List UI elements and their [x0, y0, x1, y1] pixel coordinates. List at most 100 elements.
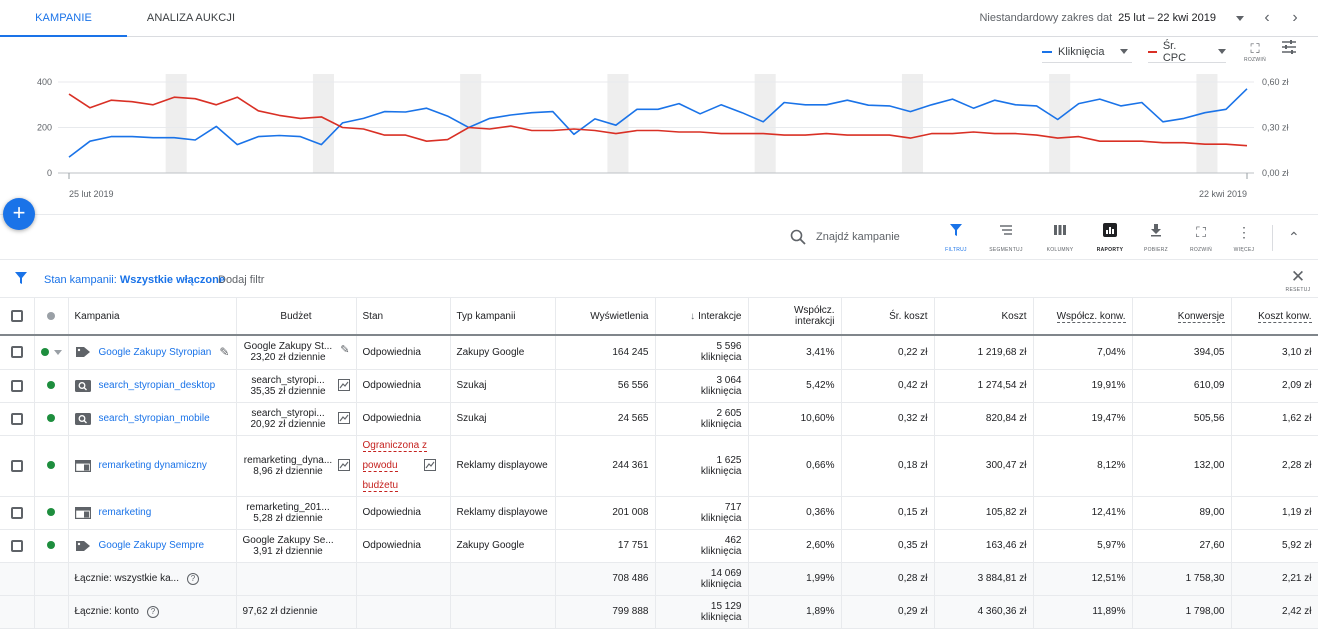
- interactions-cell: 5 596 kliknięcia: [655, 335, 749, 370]
- chart-settings-button[interactable]: [1274, 39, 1304, 58]
- conversions-cell: 610,09: [1132, 369, 1232, 403]
- search-input[interactable]: Znajdź kampanie: [816, 231, 900, 243]
- help-icon[interactable]: ?: [147, 605, 159, 618]
- columns-button[interactable]: KOLUMNY: [1040, 223, 1080, 253]
- active-filter-chip[interactable]: Stan kampanii: Wszystkie włączone: [44, 274, 225, 286]
- row-checkbox[interactable]: [10, 506, 23, 519]
- conversions-cell: 394,05: [1132, 335, 1232, 370]
- chart-expand-button[interactable]: ⛶ ROZWIŃ: [1240, 41, 1270, 63]
- campaign-type-cell: Reklamy displayowe: [450, 496, 556, 530]
- more-vert-icon: ⋮: [1237, 224, 1251, 240]
- row-status-cell: [34, 402, 69, 436]
- status-enabled-icon[interactable]: [47, 461, 55, 470]
- campaign-type-cell: Zakupy Google: [450, 529, 556, 563]
- campaign-name-link[interactable]: search_styropian_desktop: [98, 380, 216, 391]
- budget-name[interactable]: search_styropi...: [251, 407, 325, 419]
- status-enabled-icon[interactable]: [47, 508, 55, 517]
- date-range-picker[interactable]: Niestandardowy zakres dat 25 lut – 22 kw…: [979, 0, 1306, 36]
- pencil-icon[interactable]: ✎: [340, 344, 350, 357]
- header-avg-cost[interactable]: Śr. koszt: [841, 298, 935, 336]
- chevron-down-icon[interactable]: [1236, 15, 1244, 21]
- download-button[interactable]: POBIERZ: [1136, 223, 1176, 253]
- budget-name[interactable]: remarketing_201...: [246, 501, 330, 513]
- filter-button[interactable]: FILTRUJ: [936, 223, 976, 253]
- status-enabled-icon[interactable]: [47, 381, 55, 390]
- header-interactions[interactable]: ↓ Interakcje: [655, 298, 749, 336]
- table-toolbar: Znajdź kampanie FILTRUJ SEGMENTUJ KOLUMN…: [0, 214, 1318, 260]
- totals-conversions: 1 798,00: [1132, 595, 1232, 629]
- conv-rate-cell: 12,41%: [1033, 496, 1133, 530]
- header-interaction-rate[interactable]: Współcz. interakcji: [748, 298, 842, 336]
- reports-icon: [1090, 223, 1130, 241]
- budget-name[interactable]: search_styropi...: [251, 374, 325, 386]
- header-campaign-type[interactable]: Typ kampanii: [450, 298, 556, 336]
- header-cost[interactable]: Koszt: [934, 298, 1034, 336]
- table-expand-button[interactable]: ⛶ ROZWIŃ: [1181, 223, 1221, 253]
- trend-chart-icon[interactable]: [337, 411, 350, 427]
- campaign-name-link[interactable]: Google Zakupy Sempre: [98, 540, 205, 551]
- select-all-checkbox[interactable]: [10, 310, 23, 322]
- row-checkbox[interactable]: [10, 379, 23, 392]
- chevron-up-icon[interactable]: ⌃: [1288, 229, 1300, 245]
- reset-button[interactable]: ✕ RESETUJ: [1284, 267, 1312, 293]
- campaign-name-link[interactable]: search_styropian_mobile: [98, 413, 210, 424]
- header-conversions[interactable]: Konwersje: [1132, 298, 1232, 336]
- chevron-right-icon[interactable]: ›: [1292, 9, 1298, 26]
- status-cell: Odpowiednia: [356, 369, 451, 403]
- chevron-down-icon[interactable]: [1218, 49, 1226, 54]
- reports-button[interactable]: RAPORTY: [1090, 223, 1130, 253]
- campaign-name-link[interactable]: remarketing dynamiczny: [98, 460, 207, 471]
- date-range-label: Niestandardowy zakres dat: [979, 12, 1113, 24]
- campaigns-table: Kampania Budżet Stan Typ kampanii Wyświe…: [0, 298, 1318, 629]
- row-checkbox[interactable]: [10, 459, 23, 472]
- tab-campaigns[interactable]: KAMPANIE: [0, 0, 127, 37]
- header-status[interactable]: Stan: [356, 298, 451, 336]
- add-filter-link[interactable]: Dodaj filtr: [218, 274, 265, 286]
- status-limited[interactable]: Ograniczona z powodu budżetu: [362, 436, 444, 496]
- status-enabled-icon[interactable]: [47, 414, 55, 423]
- metric1-selector[interactable]: Kliknięcia: [1042, 41, 1132, 63]
- totals-cost-per-conv: 2,21 zł: [1231, 562, 1318, 596]
- avg-cost-cell: 0,18 zł: [841, 435, 935, 497]
- trend-chart-icon[interactable]: [337, 458, 350, 474]
- tab-auction-insights[interactable]: ANALIZA AUKCJI: [146, 12, 236, 24]
- trend-chart-icon[interactable]: [423, 458, 436, 474]
- metric2-selector[interactable]: Śr. CPC: [1148, 40, 1226, 64]
- interaction-rate-cell: 0,66%: [748, 435, 842, 497]
- header-budget[interactable]: Budżet: [236, 298, 357, 336]
- line-chart: 400 200 0 0,60 zł 0,30 zł 0,00 zł 25 lut 2019 2…: [37, 74, 1289, 199]
- add-campaign-button[interactable]: +: [3, 198, 35, 230]
- campaign-name-link[interactable]: remarketing: [98, 507, 152, 518]
- budget-name[interactable]: Google Zakupy St...: [243, 341, 333, 353]
- header-conv-rate[interactable]: Współcz. konw.: [1033, 298, 1133, 336]
- segment-button[interactable]: SEGMENTUJ: [986, 223, 1026, 253]
- totals-budget-cell: [236, 562, 357, 596]
- chevron-down-icon[interactable]: [1120, 49, 1129, 54]
- conversions-cell: 505,56: [1132, 402, 1232, 436]
- campaign-search[interactable]: Znajdź kampanie: [790, 229, 900, 245]
- row-checkbox[interactable]: [10, 412, 23, 425]
- chevron-down-icon[interactable]: [53, 349, 62, 355]
- weekend-band: [165, 74, 187, 173]
- more-button[interactable]: ⋮ WIĘCEJ: [1224, 223, 1264, 253]
- chevron-left-icon[interactable]: ‹: [1264, 9, 1270, 26]
- select-all-cell: [0, 298, 35, 336]
- campaign-name-link[interactable]: Google Zakupy Styropian: [98, 346, 212, 358]
- header-campaign[interactable]: Kampania: [68, 298, 237, 336]
- totals-interactions-value: 14 069: [710, 567, 742, 579]
- header-impressions[interactable]: Wyświetlenia: [555, 298, 656, 336]
- status-enabled-icon[interactable]: [40, 348, 49, 357]
- help-icon[interactable]: ?: [186, 572, 199, 585]
- weekend-band: [1196, 74, 1218, 173]
- pencil-icon[interactable]: ✎: [219, 345, 230, 360]
- clicks-series-line: [68, 88, 1248, 158]
- header-cost-per-conv[interactable]: Koszt konw.: [1231, 298, 1318, 336]
- trend-chart-icon[interactable]: [337, 378, 350, 394]
- totals-empty-cell: [0, 562, 35, 596]
- budget-name[interactable]: remarketing_dyna...: [243, 454, 333, 466]
- budget-name[interactable]: Google Zakupy Se...: [242, 534, 334, 546]
- status-enabled-icon[interactable]: [47, 541, 55, 550]
- date-range-value[interactable]: 25 lut – 22 kwi 2019: [1118, 12, 1216, 24]
- row-checkbox[interactable]: [10, 346, 23, 359]
- row-checkbox[interactable]: [10, 539, 23, 552]
